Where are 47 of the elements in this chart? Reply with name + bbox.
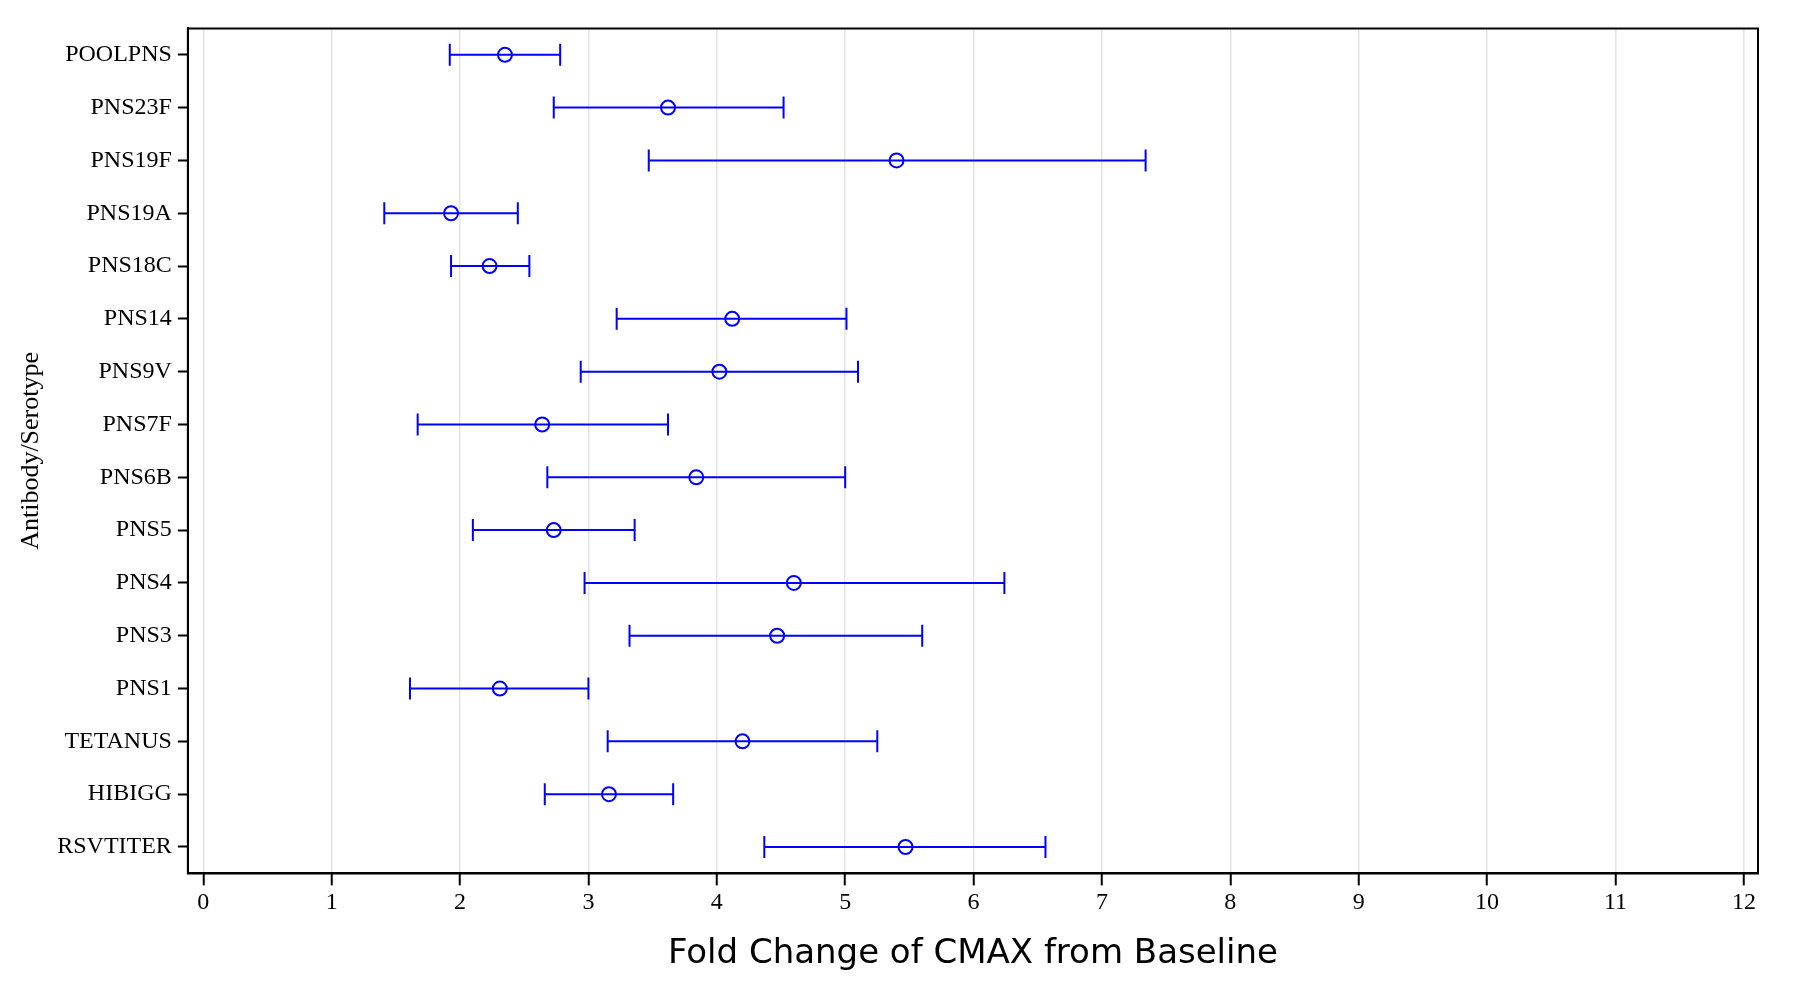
point xyxy=(769,627,786,644)
point xyxy=(734,733,751,750)
x-tick-label: 5 xyxy=(839,888,852,915)
point xyxy=(534,416,551,433)
point xyxy=(785,574,802,591)
x-tick-label: 12 xyxy=(1731,888,1756,915)
point xyxy=(545,522,562,539)
point xyxy=(443,205,460,222)
point xyxy=(600,786,617,803)
y-tick-label: PNS18C xyxy=(87,251,172,278)
point xyxy=(888,152,905,169)
point xyxy=(660,99,677,116)
y-tick-label: PNS3 xyxy=(115,621,172,648)
point xyxy=(481,258,498,275)
y-tick-label: PNS5 xyxy=(115,515,172,542)
x-tick-label: 8 xyxy=(1224,888,1237,915)
y-tick-label: PNS6B xyxy=(99,462,172,489)
x-tick-label: 3 xyxy=(582,888,595,915)
y-tick-label: PNS19A xyxy=(86,198,173,225)
x-tick-label: 11 xyxy=(1603,888,1628,915)
y-tick-label: PNS4 xyxy=(115,568,172,595)
y-tick-label: POOLPNS xyxy=(65,40,172,67)
point xyxy=(688,469,705,486)
y-tick-label: PNS1 xyxy=(115,673,172,700)
y-tick-label: PNS7F xyxy=(102,409,172,436)
y-tick-label: PNS19F xyxy=(90,145,172,172)
point xyxy=(724,310,741,327)
y-tick-label: PNS23F xyxy=(90,92,172,119)
x-tick-label: 2 xyxy=(454,888,467,915)
point xyxy=(496,46,513,63)
x-tick-label: 10 xyxy=(1475,888,1500,915)
y-axis-title: Antibody/Serotype xyxy=(15,351,45,550)
x-axis-title: Fold Change of CMAX from Baseline xyxy=(667,931,1278,972)
y-tick-label: PNS9V xyxy=(98,356,173,383)
y-tick-label: PNS14 xyxy=(103,304,172,331)
point xyxy=(711,363,728,380)
y-tick-label: HIBIGG xyxy=(87,779,172,806)
x-tick-label: 6 xyxy=(967,888,980,915)
x-tick-label: 1 xyxy=(325,888,338,915)
y-tick-label: TETANUS xyxy=(64,726,172,753)
x-tick-label: 9 xyxy=(1352,888,1365,915)
point xyxy=(897,838,914,855)
point xyxy=(491,680,508,697)
x-tick-label: 4 xyxy=(710,888,723,915)
x-tick-label: 7 xyxy=(1095,888,1108,915)
y-tick-label: RSVTITER xyxy=(57,832,172,859)
x-tick-label: 0 xyxy=(197,888,210,915)
